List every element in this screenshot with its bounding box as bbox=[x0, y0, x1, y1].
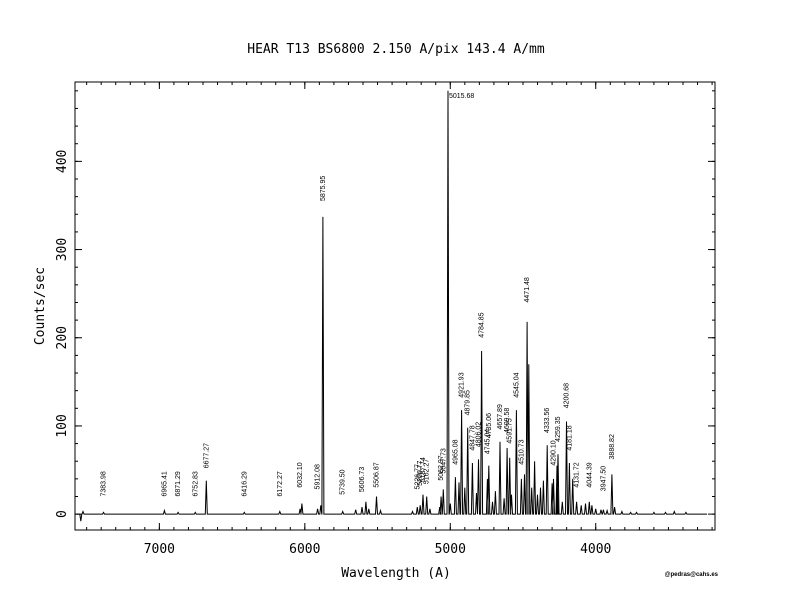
line-label: 6965.41 bbox=[161, 471, 168, 496]
line-labels: 7383.98 6965.41 6871.29 6752.83 6677.27 6416.… bbox=[101, 93, 616, 496]
line-label: 5187.74 bbox=[420, 457, 427, 482]
line-label: 4333.56 bbox=[544, 408, 551, 433]
line-label: 4609.58 bbox=[504, 408, 511, 433]
y-axis-label: Counts/sec bbox=[33, 267, 48, 345]
line-label: 6416.29 bbox=[241, 471, 248, 496]
line-label: 4545.04 bbox=[513, 372, 520, 397]
line-label: 5606.73 bbox=[359, 467, 366, 492]
y-tick-label: 0 bbox=[55, 510, 70, 518]
y-tick-label: 400 bbox=[55, 150, 70, 173]
line-label: 6871.29 bbox=[175, 471, 182, 496]
line-label: 5739.50 bbox=[340, 469, 347, 494]
y-tick-label: 200 bbox=[55, 326, 70, 349]
line-label: 6752.83 bbox=[192, 471, 199, 496]
line-label: 5875.95 bbox=[320, 176, 327, 201]
chart-title: HEAR T13 BS6800 2.150 A/pix 143.4 A/mm bbox=[247, 42, 545, 57]
x-tick-label: 5000 bbox=[435, 542, 466, 557]
line-label: 5015.68 bbox=[449, 93, 474, 100]
line-label: 5162.27 bbox=[424, 459, 431, 484]
x-tick-label: 6000 bbox=[289, 542, 320, 557]
line-label: 6677.27 bbox=[203, 443, 210, 468]
line-label: 6032.10 bbox=[297, 462, 304, 487]
line-label: 4259.35 bbox=[555, 416, 562, 441]
line-label: 4847.78 bbox=[469, 425, 476, 450]
plot-frame bbox=[74, 81, 716, 531]
line-label: 4745.04 bbox=[484, 429, 491, 454]
line-label: 4965.08 bbox=[452, 439, 459, 464]
y-minor-ticks bbox=[75, 90, 715, 515]
line-label: 4290.10 bbox=[551, 440, 558, 465]
line-label: 4879.85 bbox=[465, 390, 472, 415]
line-label: 5047.73 bbox=[440, 448, 447, 473]
line-label: 4510.73 bbox=[518, 439, 525, 464]
x-axis-label: Wavelength (A) bbox=[341, 566, 451, 581]
line-label: 4921.93 bbox=[459, 372, 466, 397]
line-label: 4591.75 bbox=[507, 418, 514, 443]
line-label: 4471.48 bbox=[524, 277, 531, 302]
line-label: 7383.98 bbox=[101, 471, 108, 496]
line-label: 4181.18 bbox=[566, 425, 573, 450]
y-axis: 0 100 200 300 400 bbox=[55, 150, 715, 518]
spectrum-line bbox=[76, 90, 707, 522]
line-label: 5206.77 bbox=[417, 460, 424, 485]
line-label: 4044.39 bbox=[586, 462, 593, 487]
line-label: 4784.85 bbox=[479, 312, 486, 337]
line-label: 3947.50 bbox=[600, 466, 607, 491]
line-label: 5226.77 bbox=[414, 464, 421, 489]
line-label: 4200.68 bbox=[564, 383, 571, 408]
x-tick-label: 7000 bbox=[144, 542, 175, 557]
line-label: 4735.06 bbox=[486, 413, 493, 438]
y-tick-label: 300 bbox=[55, 238, 70, 261]
line-label: 4657.89 bbox=[497, 404, 504, 429]
x-tick-label: 4000 bbox=[580, 542, 611, 557]
line-label: 5506.87 bbox=[374, 462, 381, 487]
line-label: 5062.97 bbox=[438, 455, 445, 480]
x-axis: 7000 6000 5000 4000 bbox=[144, 82, 611, 557]
line-label: 3888.82 bbox=[609, 434, 616, 459]
line-label: 4806.02 bbox=[475, 422, 482, 447]
line-label: 6172.27 bbox=[277, 471, 284, 496]
y-tick-label: 100 bbox=[55, 414, 70, 437]
line-label: 4131.72 bbox=[574, 462, 581, 487]
credit-text: @pedras@cahs.es bbox=[665, 572, 719, 578]
x-minor-ticks bbox=[86, 82, 713, 530]
line-label: 5912.08 bbox=[315, 464, 322, 489]
